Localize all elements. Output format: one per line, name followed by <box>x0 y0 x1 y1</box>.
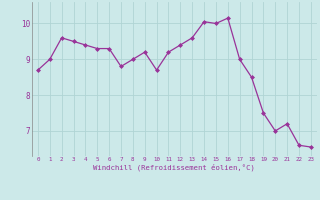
X-axis label: Windchill (Refroidissement éolien,°C): Windchill (Refroidissement éolien,°C) <box>93 164 255 171</box>
